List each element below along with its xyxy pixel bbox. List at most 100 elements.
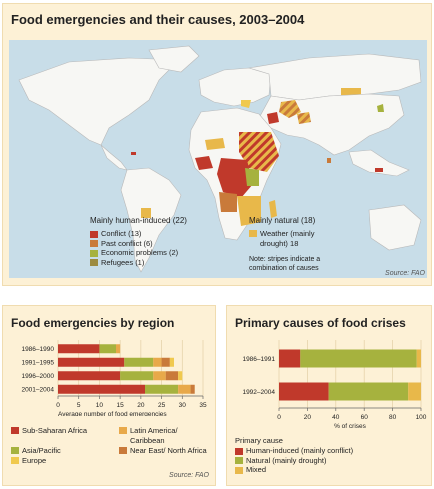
causes-legend-item: Natural (mainly drought) [235, 456, 353, 466]
x-tick-label: 20 [304, 414, 312, 421]
causes-panel: Primary causes of food crises 0 20 40 60 80 1… [226, 305, 432, 486]
causes-legend: Human-induced (mainly conflict) Natural … [235, 446, 353, 475]
natural-swatch [235, 457, 243, 465]
category-label: 1992–2004 [242, 389, 275, 396]
region-title: Food emergencies by region [11, 316, 175, 330]
southern-africa [237, 196, 261, 226]
legend-human-list: Conflict (13) Past conflict (6) Economic… [90, 229, 178, 267]
refugees-swatch [90, 259, 98, 267]
sudan-ethiopia [239, 132, 279, 172]
region-legend-item: Latin America/ Caribbean [119, 426, 211, 445]
causes-legend-item: Human-induced (mainly conflict) [235, 446, 353, 456]
bar-sub-saharan-africa [58, 384, 145, 394]
bar-near-east-north-africa [161, 357, 170, 367]
x-tick-label: 100 [416, 414, 427, 421]
past-conflict-swatch [90, 240, 98, 248]
bar-latin-america-caribbean [153, 357, 162, 367]
bar-latin-america-caribbean [153, 371, 166, 381]
angola [219, 192, 237, 212]
north-asia [248, 53, 422, 101]
x-axis-label: % of crises [334, 423, 367, 430]
bar-europe [178, 371, 183, 381]
x-tick-label: 15 [117, 402, 125, 409]
region-legend-item: Asia/Pacific [11, 446, 91, 456]
map-source: Source: FAO [385, 270, 425, 277]
weather-swatch [249, 230, 257, 237]
greenland [148, 45, 200, 73]
sri-lanka [327, 158, 331, 163]
causes-legend-heading: Primary cause [235, 436, 283, 445]
asia-swatch [11, 447, 19, 454]
bar-sub-saharan-africa [58, 371, 121, 381]
region-legend-item: Europe [11, 456, 91, 466]
balkans [241, 100, 251, 108]
bar-human-induced-mainly-conflict [279, 349, 301, 368]
category-label: 1986–1991 [242, 356, 275, 363]
region-chart: 0 5 10 15 20 25 30 35 Average number of food eme… [21, 340, 207, 416]
neareast-swatch [119, 447, 127, 454]
x-tick-label: 30 [179, 402, 187, 409]
great-lakes [245, 168, 259, 186]
southeast-asia [348, 149, 410, 177]
causes-legend-item: Mixed [235, 465, 353, 475]
bar-human-induced-mainly-conflict [279, 382, 329, 401]
bar-mixed [408, 382, 421, 401]
central-africa [217, 158, 253, 198]
x-tick-label: 25 [158, 402, 166, 409]
world-map [9, 40, 427, 278]
x-tick-label: 0 [277, 414, 281, 421]
x-tick-label: 20 [137, 402, 145, 409]
category-label: 1996–2000 [21, 373, 54, 380]
category-label: 2001–2004 [21, 387, 54, 394]
indonesia [375, 168, 383, 172]
bar-sub-saharan-africa [58, 357, 125, 367]
bar-latin-america-caribbean [116, 344, 121, 354]
x-tick-label: 80 [389, 414, 397, 421]
south-america [120, 167, 182, 273]
bar-near-east-north-africa [190, 384, 195, 394]
x-tick-label: 5 [77, 402, 81, 409]
iraq [267, 112, 279, 124]
afghanistan [297, 112, 311, 124]
x-tick-label: 40 [332, 414, 340, 421]
bar-asia-pacific [124, 357, 154, 367]
category-label: 1986–1990 [21, 346, 54, 353]
legend-human-item: Past conflict (6) [90, 239, 178, 249]
mongolia [341, 88, 361, 97]
x-tick-label: 35 [199, 402, 207, 409]
legend-natural-list: Weather (mainly drought) 18 [249, 229, 339, 248]
europe [198, 67, 272, 107]
west-africa-conflict [195, 156, 213, 170]
bar-latin-america-caribbean [178, 384, 191, 394]
bar-asia-pacific [145, 384, 179, 394]
caucasus-afghanistan [279, 100, 301, 118]
region-panel: Food emergencies by region 0 5 10 15 20 25 30 3… [2, 305, 216, 486]
human-swatch [235, 447, 243, 455]
sahel-drought [205, 138, 225, 150]
bar-mixed [416, 349, 421, 368]
x-axis-label: Average number of food emergencies [58, 411, 167, 416]
bar-asia-pacific [120, 371, 154, 381]
economic-swatch [90, 249, 98, 257]
bar-near-east-north-africa [165, 371, 179, 381]
causes-title: Primary causes of food crises [235, 316, 406, 330]
bar-sub-saharan-africa [58, 344, 100, 354]
legend-natural-heading: Mainly natural (18) [249, 216, 316, 225]
map-panel: Food emergencies and their causes, 2003–… [2, 3, 432, 286]
category-label: 1991–1995 [21, 360, 54, 367]
map-title: Food emergencies and their causes, 2003–… [11, 12, 305, 27]
bar-natural-mainly-drought [328, 382, 409, 401]
legend-human-item: Refugees (1) [90, 258, 178, 268]
mixed-swatch [235, 466, 243, 474]
conflict-swatch [90, 230, 98, 238]
bar-europe [169, 357, 174, 367]
bolivia [141, 208, 151, 218]
x-tick-label: 10 [96, 402, 104, 409]
legend-natural-item: Weather (mainly drought) 18 [249, 229, 339, 248]
bar-asia-pacific [99, 344, 116, 354]
haiti [131, 152, 136, 155]
ssa-swatch [11, 427, 19, 434]
europe-swatch [11, 457, 19, 464]
x-tick-label: 0 [56, 402, 60, 409]
region-legend-item: Near East/ North Africa [119, 446, 211, 456]
